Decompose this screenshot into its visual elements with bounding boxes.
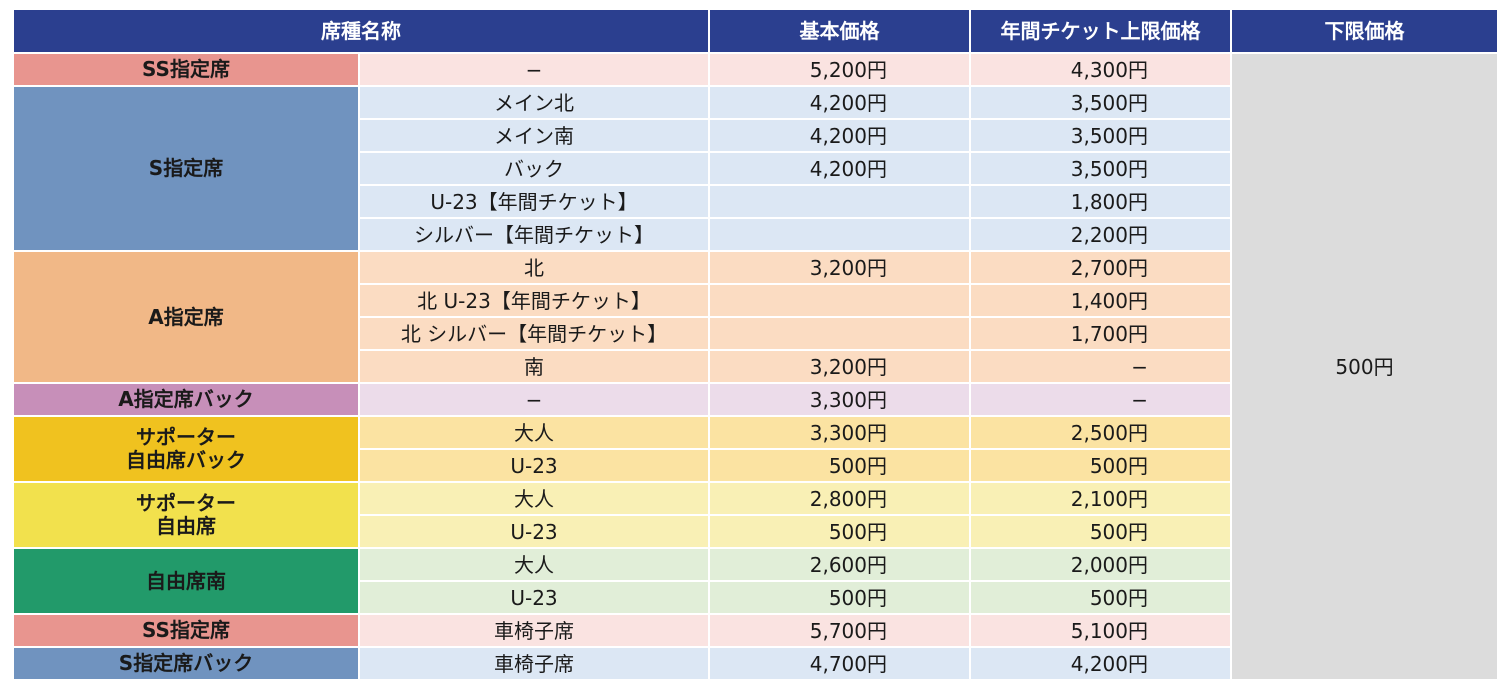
annual-price: 500円 (969, 580, 1232, 615)
annual-price: − (969, 349, 1232, 384)
sub-seat: 南 (358, 349, 710, 384)
header-annual-upper: 年間チケット上限価格 (969, 8, 1232, 54)
sub-seat: U-23 (358, 448, 710, 483)
sub-seat: 大人 (358, 547, 710, 582)
category-ss: SS指定席 (12, 52, 360, 87)
annual-price: 3,500円 (969, 85, 1232, 120)
sub-seat: U-23 (358, 514, 710, 549)
category-line: サポーター (136, 425, 236, 449)
category-line: 自由席バック (126, 448, 246, 472)
base-price (708, 184, 971, 219)
category-supporter-free: サポーター 自由席 (12, 481, 360, 549)
category-a-back: A指定席バック (12, 382, 360, 417)
base-price: 4,200円 (708, 151, 971, 186)
base-price: 5,200円 (708, 52, 971, 87)
category-line: 自由席 (156, 514, 216, 538)
table-row: 自由席南 大人 2,600円 2,000円 (12, 547, 1498, 615)
base-price: 500円 (708, 514, 971, 549)
base-price (708, 217, 971, 252)
category-supporter-back: サポーター 自由席バック (12, 415, 360, 483)
annual-price: 500円 (969, 514, 1232, 549)
base-price: 500円 (708, 580, 971, 615)
base-price: 4,200円 (708, 85, 971, 120)
category-ss-wheelchair: SS指定席 (12, 613, 360, 648)
sub-seat: U-23【年間チケット】 (358, 184, 710, 219)
header-lower-limit: 下限価格 (1230, 8, 1499, 54)
annual-price: 2,700円 (969, 250, 1232, 285)
base-price: 4,700円 (708, 646, 971, 681)
base-price (708, 316, 971, 351)
category-a: A指定席 (12, 250, 360, 384)
table-row: A指定席 北 3,200円 2,700円 (12, 250, 1498, 384)
sub-seat: 車椅子席 (358, 613, 710, 648)
base-price: 500円 (708, 448, 971, 483)
sub-seat: U-23 (358, 580, 710, 615)
annual-price: 1,800円 (969, 184, 1232, 219)
annual-price: − (969, 382, 1232, 417)
annual-price: 1,700円 (969, 316, 1232, 351)
annual-price: 2,100円 (969, 481, 1232, 516)
base-price: 3,300円 (708, 382, 971, 417)
annual-price: 500円 (969, 448, 1232, 483)
annual-price: 1,400円 (969, 283, 1232, 318)
table-row: SS指定席 − 5,200円 4,300円 500円 (12, 52, 1499, 681)
sub-seat: 車椅子席 (358, 646, 710, 681)
base-price: 2,800円 (708, 481, 971, 516)
category-s-back-wheelchair: S指定席バック (12, 646, 360, 681)
category-line: サポーター (136, 491, 236, 515)
base-price: 3,200円 (708, 349, 971, 384)
sub-seat: 北 (358, 250, 710, 285)
base-price: 2,600円 (708, 547, 971, 582)
base-price: 3,300円 (708, 415, 971, 450)
annual-price: 4,200円 (969, 646, 1232, 681)
lower-limit-price: 500円 (1230, 52, 1499, 681)
annual-price: 3,500円 (969, 118, 1232, 153)
annual-price: 2,000円 (969, 547, 1232, 582)
sub-seat: 大人 (358, 481, 710, 516)
annual-price: 2,200円 (969, 217, 1232, 252)
table-row: サポーター 自由席 大人 2,800円 2,100円 (12, 481, 1498, 549)
annual-price: 5,100円 (969, 613, 1232, 648)
price-table: 席種名称 基本価格 年間チケット上限価格 下限価格 SS指定席 − 5,200円… (12, 8, 1499, 681)
category-free-south: 自由席南 (12, 547, 360, 615)
sub-seat: メイン北 (358, 85, 710, 120)
sub-seat: バック (358, 151, 710, 186)
header-base-price: 基本価格 (708, 8, 971, 54)
sub-seat: 大人 (358, 415, 710, 450)
sub-seat: メイン南 (358, 118, 710, 153)
base-price (708, 283, 971, 318)
annual-price: 3,500円 (969, 151, 1232, 186)
sub-seat: シルバー【年間チケット】 (358, 217, 710, 252)
base-price: 3,200円 (708, 250, 971, 285)
annual-price: 4,300円 (969, 52, 1232, 87)
base-price: 5,700円 (708, 613, 971, 648)
annual-price: 2,500円 (969, 415, 1232, 450)
sub-seat: 北 U-23【年間チケット】 (358, 283, 710, 318)
sub-seat: 北 シルバー【年間チケット】 (358, 316, 710, 351)
category-s: S指定席 (12, 85, 360, 252)
sub-seat: − (358, 382, 710, 417)
sub-seat: − (358, 52, 710, 87)
header-row: 席種名称 基本価格 年間チケット上限価格 下限価格 (12, 8, 1499, 54)
header-seat-name: 席種名称 (12, 8, 710, 54)
base-price: 4,200円 (708, 118, 971, 153)
